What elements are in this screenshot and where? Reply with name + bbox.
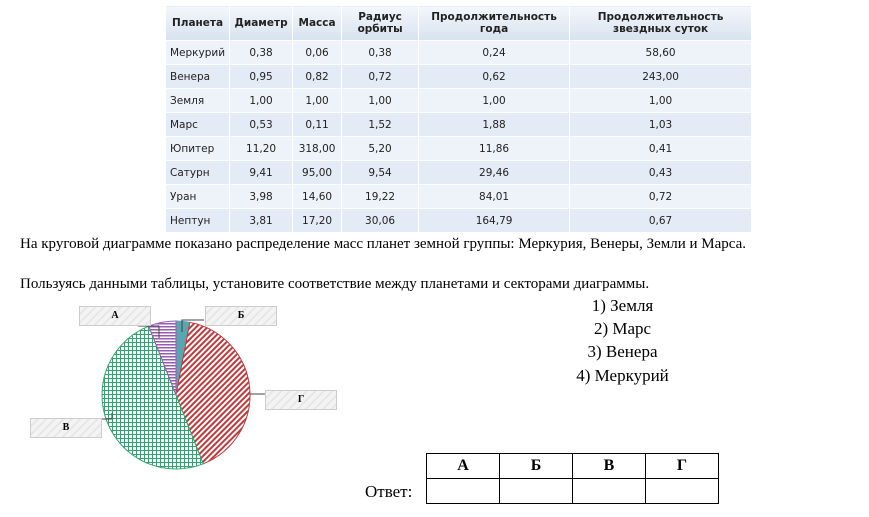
table-row: Марс 0,53 0,11 1,52 1,88 1,03 — [164, 112, 753, 137]
option-1: 1) Земля — [591, 296, 654, 315]
table-cell: 0,62 — [418, 64, 571, 89]
column-header: Планета — [164, 5, 231, 41]
table-cell: 1,00 — [292, 88, 343, 113]
table-cell: 0,95 — [229, 64, 294, 89]
table-cell: 11,86 — [418, 136, 571, 161]
column-header: Масса — [292, 5, 343, 41]
answer-label: Ответ: — [365, 482, 413, 501]
table-cell: 17,20 — [292, 208, 343, 233]
answer-cell[interactable] — [572, 478, 646, 504]
leader-b — [181, 319, 204, 332]
table-cell: 0,11 — [292, 112, 343, 137]
column-header: Радиус орбиты — [341, 5, 420, 41]
table-cell: 1,52 — [341, 112, 420, 137]
table-cell: 0,72 — [569, 184, 753, 209]
table-cell: 0,38 — [229, 40, 294, 65]
table-cell: Земля — [164, 88, 231, 113]
table-cell: 95,00 — [292, 160, 343, 185]
table-cell: 0,06 — [292, 40, 343, 65]
option-3: 3) Венера — [587, 342, 658, 361]
table-row: Юпитер 11,20 318,00 5,20 11,86 0,41 — [164, 136, 753, 161]
table-cell: 243,00 — [569, 64, 753, 89]
table-cell: 58,60 — [569, 40, 753, 65]
table-cell: 9,41 — [229, 160, 294, 185]
pie-slice-1 — [175, 321, 251, 465]
table-cell: 164,79 — [418, 208, 571, 233]
table-cell: Марс — [164, 112, 231, 137]
table-cell: 0,67 — [569, 208, 753, 233]
table-cell: 318,00 — [292, 136, 343, 161]
answer-header: Г — [645, 453, 719, 479]
table-cell: 0,24 — [418, 40, 571, 65]
table-cell: 84,01 — [418, 184, 571, 209]
table-cell: 1,88 — [418, 112, 571, 137]
table-cell: 1,00 — [229, 88, 294, 113]
column-header: Диаметр — [229, 5, 294, 41]
table-cell: 0,72 — [341, 64, 420, 89]
table-cell: 14,60 — [292, 184, 343, 209]
answer-header: Б — [499, 453, 573, 479]
planets-table: Планета Диаметр Масса Радиус орбиты Продолжи… — [164, 5, 753, 233]
table-cell: Меркурий — [164, 40, 231, 65]
table-cell: Юпитер — [164, 136, 231, 161]
table-row: Уран 3,98 14,60 19,22 84,01 0,72 — [164, 184, 753, 209]
answer-cell[interactable] — [645, 478, 719, 504]
table-cell: 1,00 — [341, 88, 420, 113]
table-cell: 0,41 — [569, 136, 753, 161]
table-cell: 0,53 — [229, 112, 294, 137]
column-header: Продолжительность года — [418, 5, 571, 41]
table-cell: 19,22 — [341, 184, 420, 209]
option-4: 4) Меркурий — [576, 366, 669, 385]
table-cell: Нептун — [164, 208, 231, 233]
leader-a — [138, 325, 160, 338]
table-cell: 3,81 — [229, 208, 294, 233]
table-cell: 9,54 — [341, 160, 420, 185]
pie-chart — [91, 319, 265, 470]
label-v: В — [30, 418, 102, 438]
instruction-text: Пользуясь данными таблицы, установите со… — [20, 276, 650, 292]
table-cell: 30,06 — [341, 208, 420, 233]
table-row: Сатурн 9,41 95,00 9,54 29,46 0,43 — [164, 160, 753, 185]
table-cell: Венера — [164, 64, 231, 89]
table-cell: 29,46 — [418, 160, 571, 185]
table-cell: 11,20 — [229, 136, 294, 161]
answer-cell[interactable] — [426, 478, 500, 504]
label-b: Б — [205, 306, 277, 326]
table-cell: 1,00 — [418, 88, 571, 113]
answer-cell[interactable] — [499, 478, 573, 504]
label-a: А — [79, 306, 151, 326]
table-cell: 0,38 — [341, 40, 420, 65]
answer-header: В — [572, 453, 646, 479]
table-cell: 1,00 — [569, 88, 753, 113]
table-row: Венера 0,95 0,82 0,72 0,62 243,00 — [164, 64, 753, 89]
table-row: Земля 1,00 1,00 1,00 1,00 1,00 — [164, 88, 753, 113]
table-row: Нептун 3,81 17,20 30,06 164,79 0,67 — [164, 208, 753, 233]
table-row: Меркурий 0,38 0,06 0,38 0,24 58,60 — [164, 40, 753, 65]
answer-header: А — [426, 453, 500, 479]
table-cell: 1,03 — [569, 112, 753, 137]
table-cell: 0,43 — [569, 160, 753, 185]
pie-slice-2 — [101, 325, 204, 470]
table-cell: 5,20 — [341, 136, 420, 161]
label-g: Г — [265, 390, 337, 410]
option-2: 2) Марс — [593, 319, 652, 338]
table-cell: Уран — [164, 184, 231, 209]
table-cell: Сатурн — [164, 160, 231, 185]
table-cell: 0,82 — [292, 64, 343, 89]
table-cell: 3,98 — [229, 184, 294, 209]
description-text: На круговой диаграмме показано распредел… — [20, 236, 747, 252]
column-header: Продолжительность звездных суток — [569, 5, 753, 41]
